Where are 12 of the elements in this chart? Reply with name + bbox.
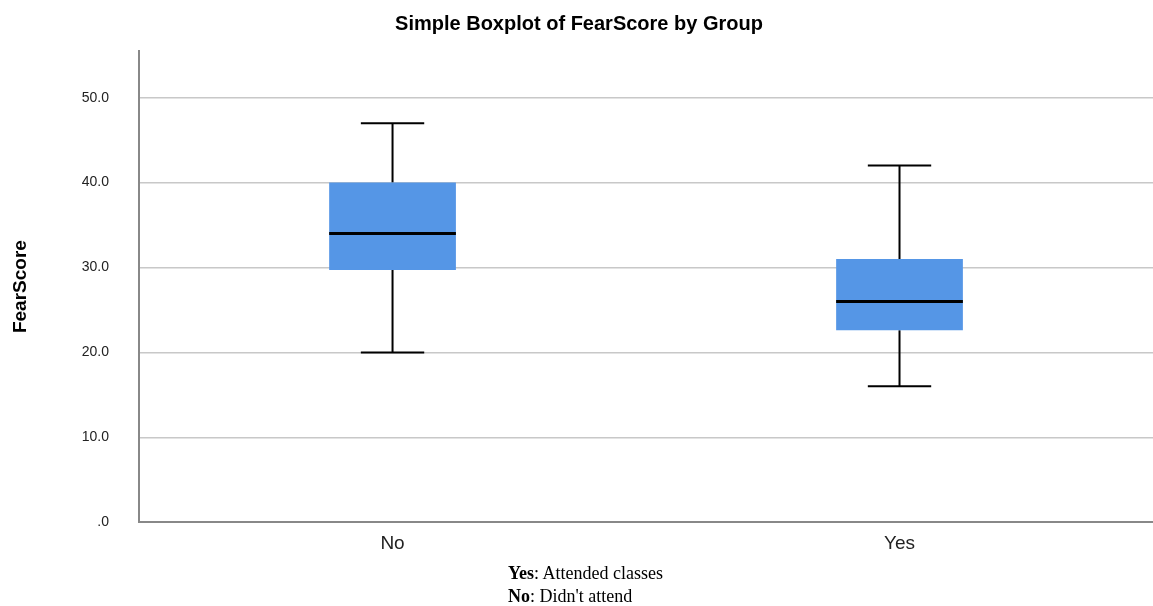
y-tick-label: 20.0	[81, 343, 110, 360]
y-axis-title: FearScore	[8, 240, 30, 334]
text: No: Didn't attend	[508, 585, 634, 606]
y-tick-label: 30.0	[81, 258, 110, 275]
text: Yes: Attended classes	[508, 562, 663, 585]
y-tick-label: 50.0	[81, 88, 110, 105]
y-tick-label: .0	[97, 513, 110, 530]
y-tick-label: 10.0	[81, 428, 110, 445]
y-tick-label: 40.0	[81, 173, 110, 190]
x-tick-label: No	[380, 531, 405, 553]
x-tick-label: Yes	[884, 531, 916, 553]
chart-title: Simple Boxplot of FearScore by Group	[395, 11, 763, 34]
